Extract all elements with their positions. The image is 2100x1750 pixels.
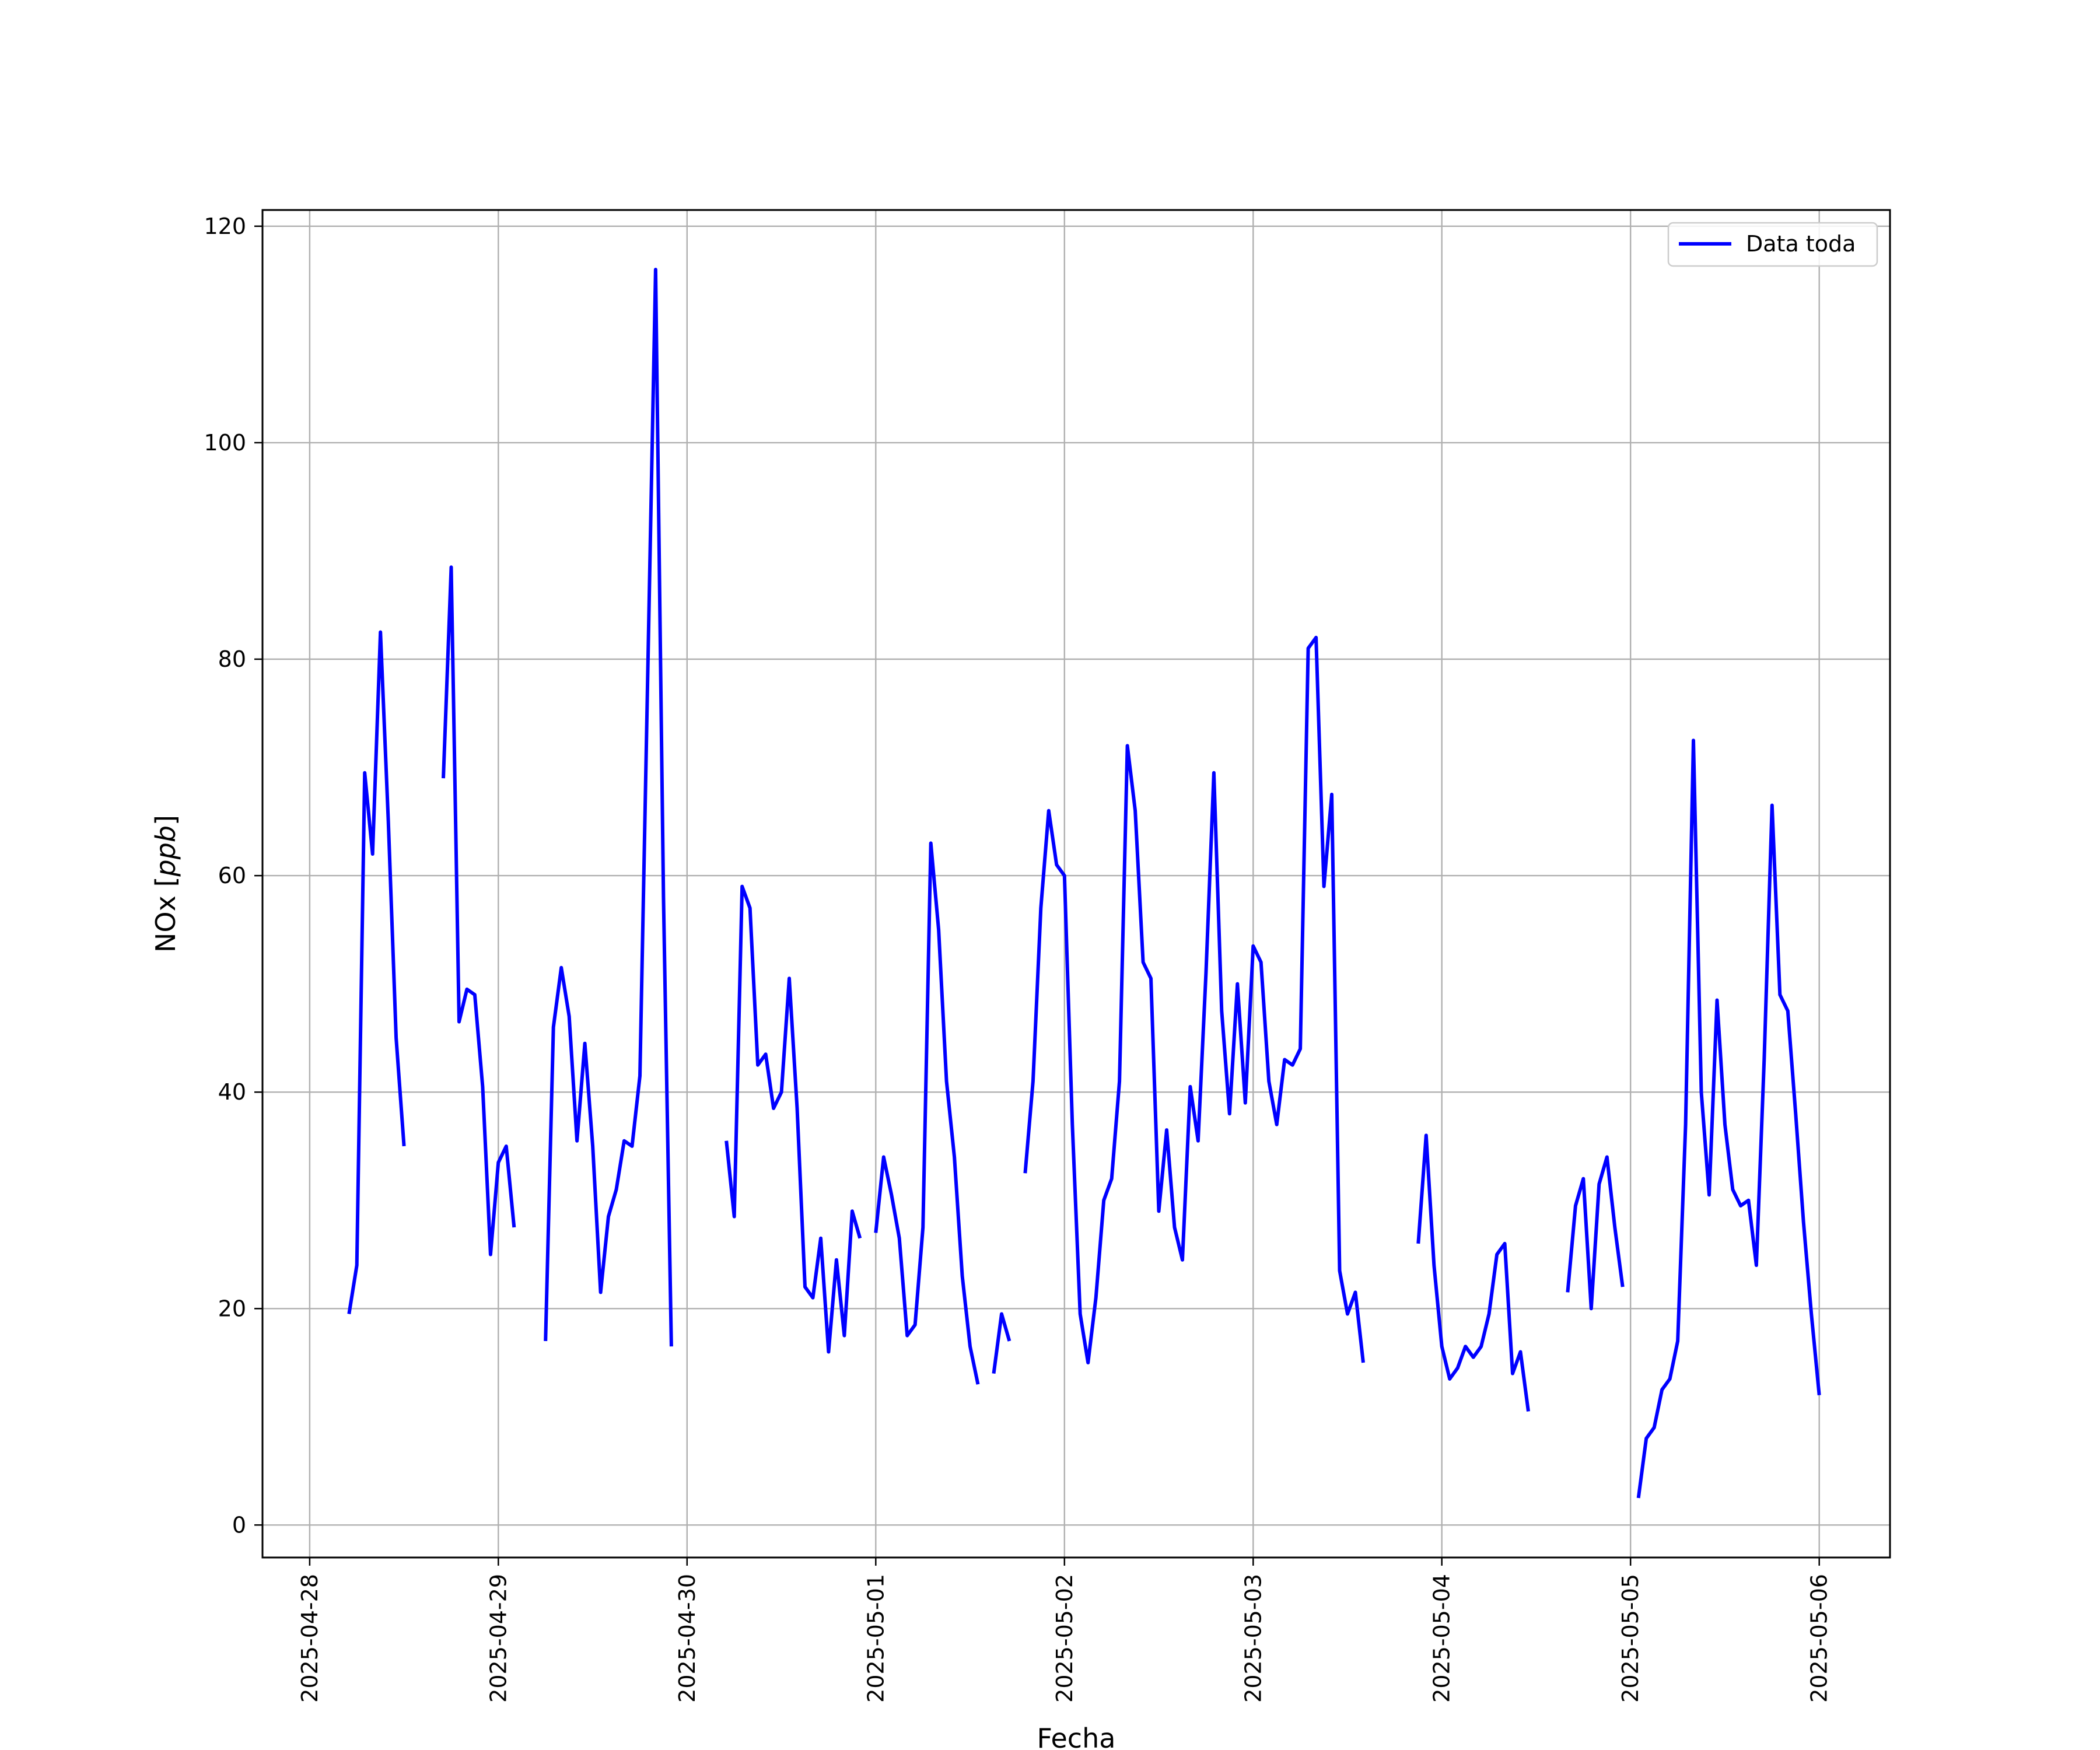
- series-line-segment: [1566, 1155, 1625, 1311]
- plot-frame: [261, 209, 1891, 1559]
- x-tick-label: 2025-05-01: [863, 1574, 888, 1703]
- plot-area: [262, 210, 1890, 1558]
- series-line-segment: [724, 884, 862, 1354]
- y-tick-label: 20: [218, 1296, 246, 1321]
- legend-label: Data toda: [1746, 231, 1856, 257]
- x-tick-label: 2025-04-28: [297, 1574, 323, 1703]
- y-tick-label: 60: [218, 863, 246, 888]
- y-axis-title-bracket-close: ]: [150, 815, 181, 825]
- y-tick-label: 0: [232, 1512, 246, 1538]
- y-axis-title-bracket-open: [: [150, 877, 181, 887]
- y-axis: 0 20 40 60 80 100 120: [204, 214, 262, 1538]
- series-line-segment: [1023, 635, 1365, 1364]
- series-line-segment: [347, 630, 406, 1314]
- x-tick-label: 2025-05-03: [1240, 1574, 1266, 1703]
- x-tick-label: 2025-04-30: [674, 1574, 700, 1703]
- y-axis-title: NOx [ppb]: [150, 815, 181, 953]
- series-line-segment: [992, 1312, 1012, 1374]
- y-axis-title-unit: ppb: [150, 825, 181, 877]
- series-line-segment: [442, 565, 516, 1256]
- y-tick-label: 120: [204, 214, 246, 239]
- x-axis-title: Fecha: [1037, 1723, 1116, 1750]
- grid-lines: [262, 210, 1890, 1558]
- y-tick-label: 80: [218, 646, 246, 672]
- x-axis: 2025-04-28 2025-04-29 2025-04-30 2025-05-01…: [297, 1558, 1832, 1703]
- x-tick-label: 2025-05-06: [1807, 1574, 1832, 1703]
- legend: Data toda: [1667, 222, 1878, 267]
- legend-box: [1667, 222, 1878, 267]
- data-lines: [347, 268, 1821, 1499]
- series-line-segment: [1416, 1133, 1530, 1412]
- y-axis-title-base: NOx: [150, 887, 181, 953]
- series-line-segment: [874, 841, 980, 1385]
- series-line-segment: [544, 268, 673, 1347]
- series-line-segment: [1636, 738, 1821, 1499]
- x-tick-label: 2025-05-04: [1429, 1574, 1455, 1703]
- x-tick-label: 2025-04-29: [485, 1574, 511, 1703]
- y-tick-label: 40: [218, 1079, 246, 1105]
- y-tick-label: 100: [204, 430, 246, 456]
- x-tick-label: 2025-05-05: [1618, 1574, 1643, 1703]
- x-tick-label: 2025-05-02: [1052, 1574, 1077, 1703]
